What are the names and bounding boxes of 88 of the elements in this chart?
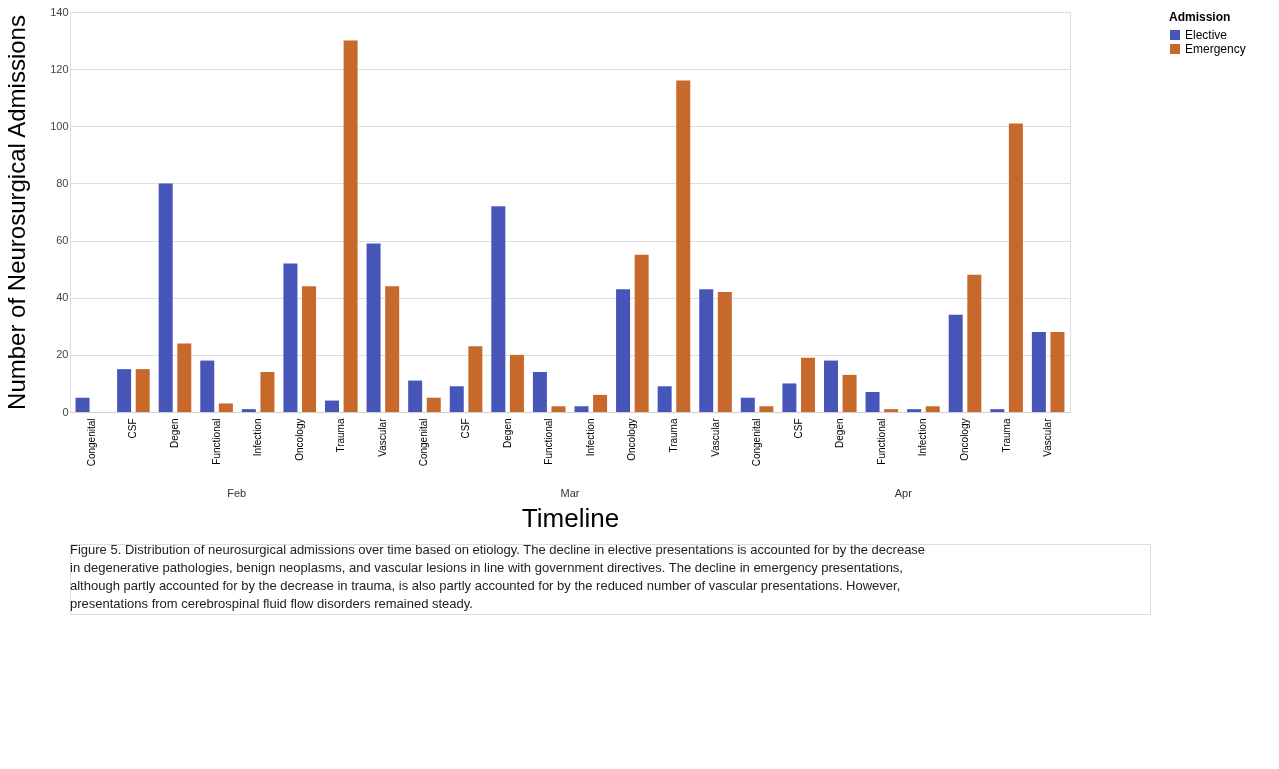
- x-tick-label: Trauma: [667, 418, 679, 453]
- x-tick-label: Functional: [875, 418, 887, 465]
- x-tick-label: Congenital: [418, 418, 430, 467]
- text: Apr: [894, 487, 913, 499]
- bar: [967, 274, 982, 412]
- y-tick-label: 60: [56, 234, 69, 247]
- x-tick-label: Congenital: [85, 418, 97, 467]
- bar: [509, 354, 524, 412]
- x-tick-label: CSF: [127, 418, 139, 439]
- y-axis-title: Number of Neurosurgical Admissions: [3, 15, 31, 410]
- bar: [366, 243, 381, 412]
- bar: [158, 183, 173, 412]
- bar: [449, 386, 464, 412]
- y-tick-label: 40: [56, 291, 69, 304]
- legend-label: Elective: [1185, 28, 1228, 42]
- x-tick-label: Functional: [543, 418, 555, 465]
- y-tick-label: 100: [50, 119, 69, 132]
- x-tick-label: CSF: [792, 418, 804, 439]
- bar: [135, 369, 150, 412]
- x-tick-label: Degen: [834, 418, 846, 448]
- bar: [657, 386, 672, 412]
- x-tick-label: Trauma: [335, 418, 347, 453]
- bar: [948, 314, 963, 412]
- bar: [283, 263, 298, 412]
- bar: [699, 289, 714, 412]
- y-tick-label: 80: [56, 176, 69, 189]
- bar: [117, 369, 132, 412]
- x-tick-label: Vascular: [1042, 417, 1054, 457]
- bar: [740, 397, 755, 412]
- bar: [218, 403, 233, 412]
- legend-title: Admission: [1169, 10, 1231, 24]
- x-axis-title: Timeline: [521, 503, 620, 534]
- caption: Figure 5. Distribution of neurosurgical admissions over time based on etiology. The decline in elective presentations is accounted for by the decrease in degenerative pathologies, benign neoplasms, and vascular lesions in line with government directives. The decline in emergency presentations, although partly accounted for by the decrease in trauma, is also partly accounted for by the reduced number of vascular presentations. However, presentations from cerebrospinal fluid flow disorders remained steady.: [70, 542, 926, 611]
- legend-label: Emergency: [1185, 42, 1246, 56]
- x-tick-label: Vascular: [376, 417, 388, 457]
- y-tick-label: 0: [62, 405, 69, 418]
- bar: [177, 343, 192, 412]
- bar: [1031, 332, 1046, 412]
- bar: [260, 372, 275, 412]
- x-tick-label: Oncology: [293, 418, 305, 461]
- x-tick-label: Trauma: [1000, 418, 1012, 453]
- text: Feb: [227, 487, 247, 499]
- x-tick-label: Infection: [252, 418, 264, 457]
- bar: [907, 409, 922, 412]
- bar: [759, 406, 774, 412]
- bar: [325, 400, 340, 412]
- text: Mar: [560, 487, 580, 499]
- bar: [782, 383, 797, 412]
- bar: [884, 409, 899, 412]
- bar: [842, 374, 857, 412]
- x-tick-label: Infection: [584, 418, 596, 457]
- bar: [200, 360, 215, 412]
- x-tick-label: Oncology: [959, 418, 971, 461]
- bar: [532, 372, 547, 412]
- bar: [491, 206, 506, 412]
- y-tick-label: 140: [50, 5, 69, 18]
- bar: [800, 357, 815, 412]
- bar: [302, 286, 317, 412]
- bar: [593, 394, 608, 412]
- bar: [468, 346, 483, 412]
- bar: [574, 406, 589, 412]
- bar: [408, 380, 423, 412]
- bar: [385, 286, 400, 412]
- y-tick-label: 120: [50, 62, 69, 75]
- bar: [551, 406, 566, 412]
- x-tick-label: Infection: [917, 418, 929, 457]
- bar: [75, 397, 90, 412]
- bar: [676, 80, 691, 412]
- bar: [717, 292, 732, 412]
- x-tick-label: Degen: [501, 418, 513, 448]
- bar: [823, 360, 838, 412]
- x-tick-label: Functional: [210, 418, 222, 465]
- x-tick-label: Congenital: [751, 418, 763, 467]
- bar: [990, 409, 1005, 412]
- bar: [426, 397, 441, 412]
- bar: [1050, 332, 1065, 412]
- x-tick-label: Oncology: [626, 418, 638, 461]
- x-tick-label: Vascular: [709, 417, 721, 457]
- bar: [616, 289, 631, 412]
- x-tick-label: CSF: [460, 418, 472, 439]
- bar: [634, 254, 649, 412]
- bar: [1008, 123, 1023, 412]
- x-tick-label: Degen: [168, 418, 180, 448]
- bar: [343, 40, 358, 412]
- bar: [925, 406, 940, 412]
- bar: [865, 392, 880, 412]
- bar: [241, 409, 256, 412]
- y-tick-label: 20: [56, 348, 69, 361]
